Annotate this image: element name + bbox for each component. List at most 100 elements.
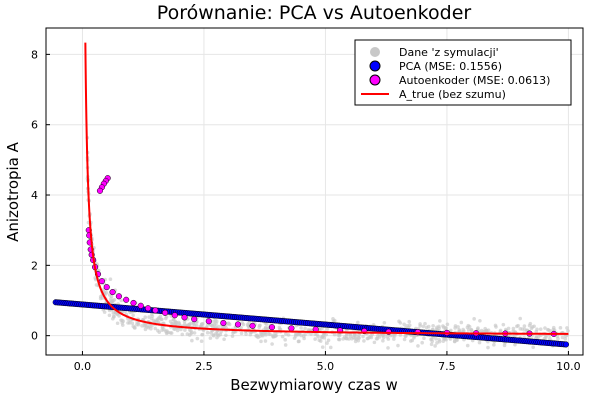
- dane-point: [132, 325, 137, 330]
- dane-point: [297, 339, 301, 344]
- autoenkoder-point: [123, 296, 130, 303]
- dane-point: [224, 333, 228, 338]
- dane-point: [372, 340, 377, 345]
- dane-point: [175, 328, 180, 333]
- x-tick-label: 0.0: [74, 360, 92, 373]
- dane-point: [211, 333, 216, 338]
- dane-point: [299, 333, 304, 338]
- autoenkoder-point: [109, 289, 116, 296]
- dane-point: [429, 342, 434, 347]
- dane-point: [504, 327, 508, 332]
- dane-point: [325, 341, 329, 345]
- dane-point: [472, 317, 476, 321]
- dane-point: [470, 329, 474, 334]
- legend-label-a-true: A_true (bez szumu): [399, 88, 506, 101]
- dane-point: [171, 317, 176, 322]
- autoenkoder-point: [162, 309, 169, 316]
- dane-point: [356, 320, 360, 325]
- dane-point: [546, 328, 551, 332]
- dane-point: [430, 339, 435, 344]
- dane-point: [381, 338, 385, 343]
- dane-point: [240, 321, 245, 325]
- dane-point: [354, 337, 359, 341]
- dane-point: [445, 322, 450, 327]
- dane-point: [131, 313, 135, 318]
- dane-point: [303, 326, 307, 331]
- x-tick-label: 2.5: [195, 360, 213, 373]
- dane-point: [518, 327, 523, 331]
- autoenkoder-point: [191, 316, 198, 323]
- dane-point: [144, 323, 148, 328]
- dane-point: [263, 339, 268, 343]
- dane-point: [187, 328, 192, 332]
- dane-point: [410, 338, 415, 343]
- dane-point: [402, 322, 406, 327]
- dane-point: [328, 345, 333, 350]
- dane-point: [270, 342, 274, 346]
- dane-point: [200, 332, 205, 337]
- dane-point: [422, 336, 426, 341]
- dane-point: [453, 324, 458, 328]
- dane-point: [405, 323, 409, 328]
- dane-point: [483, 326, 487, 331]
- dane-point: [375, 336, 380, 341]
- dane-point: [205, 330, 210, 335]
- dane-point: [283, 338, 288, 342]
- dane-point: [506, 326, 511, 331]
- autoenkoder-point: [115, 293, 122, 300]
- dane-point: [366, 336, 370, 341]
- dane-point: [231, 331, 235, 335]
- dane-point: [538, 327, 543, 331]
- dane-point: [283, 343, 288, 347]
- legend: Dane 'z symulacji' PCA (MSE: 0.1556) Aut…: [354, 39, 572, 106]
- dane-point: [558, 326, 563, 330]
- autoenkoder-point: [220, 319, 227, 327]
- dane-point: [151, 318, 156, 323]
- dane-point: [476, 326, 480, 330]
- dane-point: [511, 326, 516, 331]
- dane-point: [107, 313, 112, 318]
- legend-marker-autoenkoder: [369, 74, 381, 86]
- legend-label-autoenkoder: Autoenkoder (MSE: 0.0613): [399, 74, 550, 87]
- dane-point: [362, 339, 366, 343]
- dane-point: [111, 316, 115, 321]
- dane-point: [566, 329, 570, 333]
- axis-ticks: 0.0 2.5 5.0 7.5 10.0 0 2 4 6 8: [31, 48, 581, 373]
- dane-point: [501, 322, 506, 327]
- dane-point: [264, 333, 268, 337]
- dane-point: [147, 315, 151, 319]
- dane-point: [218, 332, 223, 337]
- dane-point: [465, 343, 470, 348]
- dane-point: [195, 336, 200, 341]
- dane-point: [153, 326, 158, 331]
- dane-point: [416, 344, 420, 348]
- y-tick-label: 8: [31, 48, 38, 61]
- dane-point: [418, 324, 422, 328]
- legend-marker-pca: [369, 60, 381, 72]
- a-true-line: [84, 42, 569, 335]
- dane-point: [529, 326, 534, 331]
- dane-point: [318, 339, 323, 343]
- dane-point: [531, 345, 535, 350]
- dane-point: [230, 334, 235, 338]
- dane-point: [115, 321, 120, 326]
- dane-point: [344, 336, 349, 341]
- dane-point: [268, 332, 272, 337]
- dane-point: [192, 323, 197, 328]
- autoenkoder-point: [205, 318, 212, 325]
- dane-point: [199, 339, 204, 344]
- dane-point: [325, 327, 330, 331]
- dane-point: [164, 314, 169, 319]
- dane-point: [255, 333, 260, 338]
- series-pca: [52, 299, 570, 348]
- legend-label-dane: Dane 'z symulacji': [399, 46, 499, 59]
- dane-point: [433, 344, 437, 348]
- dane-point: [435, 341, 439, 345]
- dane-point: [115, 312, 119, 317]
- autoenkoder-point: [171, 312, 178, 319]
- dane-point: [102, 310, 107, 314]
- autoenkoder-point: [103, 284, 110, 291]
- dane-point: [492, 343, 496, 347]
